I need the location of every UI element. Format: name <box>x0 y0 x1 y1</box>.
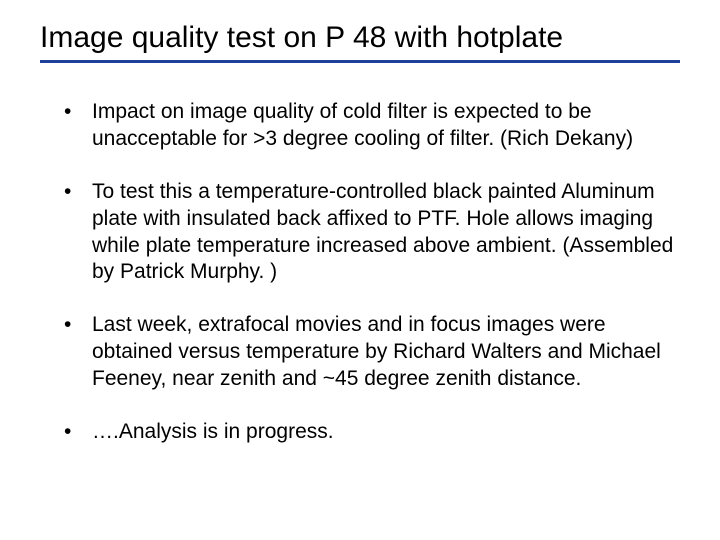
bullet-list: • Impact on image quality of cold filter… <box>40 99 680 446</box>
bullet-text: Last week, extrafocal movies and in focu… <box>82 312 680 393</box>
page-title: Image quality test on P 48 with hotplate <box>40 20 680 56</box>
slide: Image quality test on P 48 with hotplate… <box>0 0 720 540</box>
bullet-icon: • <box>64 179 82 206</box>
list-item: • Last week, extrafocal movies and in fo… <box>64 312 680 393</box>
bullet-text: ….Analysis is in progress. <box>82 419 680 446</box>
bullet-icon: • <box>64 312 82 339</box>
title-block: Image quality test on P 48 with hotplate <box>40 20 680 63</box>
bullet-text: Impact on image quality of cold filter i… <box>82 99 680 153</box>
list-item: • Impact on image quality of cold filter… <box>64 99 680 153</box>
list-item: • ….Analysis is in progress. <box>64 419 680 446</box>
title-underline <box>40 60 680 63</box>
bullet-text: To test this a temperature-controlled bl… <box>82 179 680 287</box>
bullet-icon: • <box>64 419 82 446</box>
bullet-icon: • <box>64 99 82 126</box>
list-item: • To test this a temperature-controlled … <box>64 179 680 287</box>
